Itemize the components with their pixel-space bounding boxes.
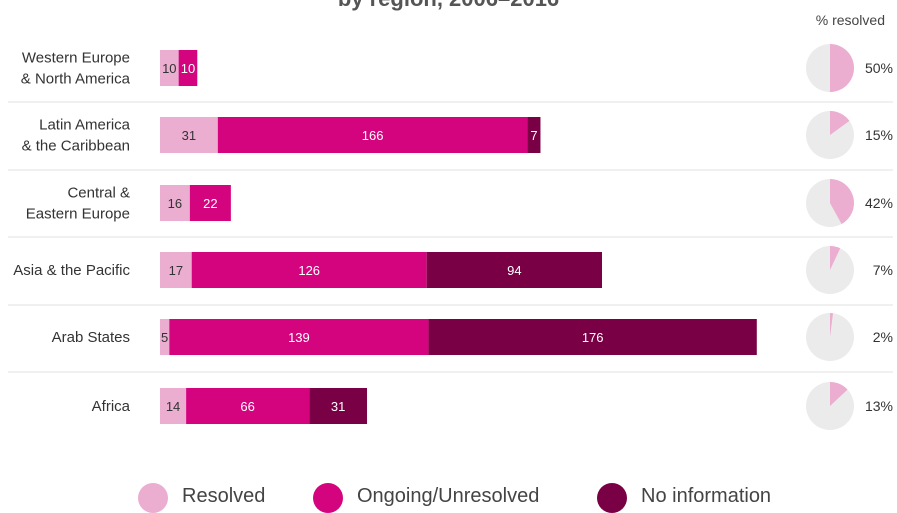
category-label: Eastern Europe (26, 206, 130, 223)
legend: Resolved Ongoing/Unresolved No information (0, 480, 897, 513)
bar-segment-ongoing-unresolved (178, 50, 198, 86)
data-label: 14 (166, 399, 180, 414)
legend-label: No information (641, 485, 772, 507)
category-label: Central & (67, 185, 130, 202)
category-label: & North America (21, 71, 131, 88)
data-label: 16 (168, 196, 182, 211)
legend-swatch (597, 483, 627, 513)
category-label: Arab States (52, 329, 130, 346)
pie-slice-resolved (830, 44, 854, 92)
percent-resolved-label: 2% (873, 329, 893, 345)
category-label: Western Europe (22, 50, 130, 67)
pie-slice-resolved (830, 382, 848, 406)
data-label: 94 (507, 263, 521, 278)
category-label: Asia & the Pacific (13, 262, 130, 279)
data-label: 31 (331, 399, 345, 414)
bar-segment-resolved (160, 185, 190, 221)
bar-segment-ongoing-unresolved (217, 117, 528, 153)
data-label: 22 (203, 196, 217, 211)
data-label: 31 (182, 128, 196, 143)
data-label: 7 (530, 128, 537, 143)
data-label: 17 (169, 263, 183, 278)
percent-resolved-label: 42% (865, 195, 893, 211)
pie-slice-resolved (830, 111, 850, 135)
bar-segment-ongoing-unresolved (189, 185, 231, 221)
data-label: 10 (181, 61, 195, 76)
chart-title: by region, 2006–2016 (0, 0, 897, 12)
legend-swatch (313, 483, 343, 513)
category-label: Latin America (39, 117, 131, 134)
bar-segment-resolved (160, 252, 192, 288)
stacked-bar-chart: Western Europe & North America 10 10 50% Lati… (8, 44, 893, 430)
data-label: 176 (582, 330, 604, 345)
percent-resolved-label: 50% (865, 60, 893, 76)
legend-swatch (138, 483, 168, 513)
category-label: Africa (92, 398, 131, 415)
legend-label: Ongoing/Unresolved (357, 485, 540, 507)
category-label: & the Caribbean (22, 138, 130, 155)
bar-segment-resolved (160, 117, 218, 153)
bar-segment-no-information (426, 252, 603, 288)
pie-slice-resolved (830, 313, 834, 337)
bar-segment-ongoing-unresolved (191, 252, 427, 288)
pie-slice-resolved (830, 246, 841, 270)
bar-segment-ongoing-unresolved (186, 388, 310, 424)
bar-segment-resolved (160, 50, 179, 86)
bar-segment-no-information (309, 388, 368, 424)
bar-segment-ongoing-unresolved (169, 319, 429, 355)
data-label: 139 (288, 330, 310, 345)
pie-slice-resolved (830, 179, 854, 225)
data-label: 10 (162, 61, 176, 76)
bar-segment-no-information (428, 319, 757, 355)
percent-resolved-label: 13% (865, 398, 893, 414)
percent-resolved-label: 15% (865, 127, 893, 143)
percent-resolved-label: 7% (873, 262, 893, 278)
data-label: 126 (298, 263, 320, 278)
bar-segment-resolved (160, 388, 187, 424)
bar-segment-resolved (160, 319, 170, 355)
data-label: 166 (362, 128, 384, 143)
legend-label: Resolved (182, 485, 266, 507)
data-label: 5 (161, 330, 168, 345)
data-label: 66 (240, 399, 254, 414)
percent-resolved-header: % resolved (815, 12, 885, 28)
bar-segment-no-information (527, 117, 541, 153)
